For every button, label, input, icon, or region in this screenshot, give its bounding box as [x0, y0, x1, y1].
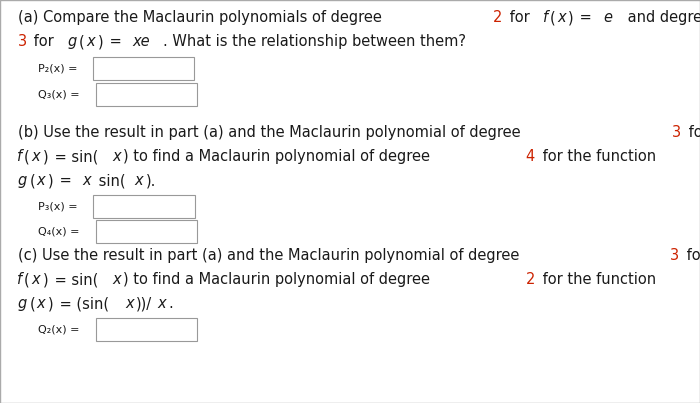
Text: (b) Use the result in part (a) and the Maclaurin polynomial of degree: (b) Use the result in part (a) and the M…	[18, 125, 525, 140]
Text: =: =	[105, 34, 126, 49]
Bar	[96, 83, 197, 106]
Text: =: =	[55, 173, 76, 188]
Text: ): )	[48, 296, 54, 311]
Text: for the function: for the function	[538, 272, 656, 287]
Text: for the function: for the function	[538, 149, 656, 164]
Text: f: f	[543, 10, 548, 25]
Text: for: for	[682, 248, 700, 263]
Text: = (sin(: = (sin(	[55, 296, 109, 311]
Text: f: f	[18, 149, 22, 164]
Text: g: g	[18, 296, 27, 311]
Text: ): )	[43, 272, 48, 287]
Text: (: (	[29, 296, 35, 311]
Text: x: x	[32, 149, 40, 164]
Text: (: (	[24, 149, 30, 164]
Text: sin(: sin(	[94, 173, 125, 188]
Text: x: x	[87, 34, 95, 49]
Text: x: x	[557, 10, 566, 25]
Text: 2: 2	[493, 10, 503, 25]
Text: for: for	[29, 34, 59, 49]
Text: ): )	[98, 34, 104, 49]
Text: ): )	[48, 173, 54, 188]
Text: Q₄(x) =: Q₄(x) =	[38, 227, 80, 237]
Text: (: (	[29, 173, 35, 188]
Text: e: e	[603, 10, 612, 25]
Text: 2: 2	[526, 272, 535, 287]
Text: x: x	[135, 173, 143, 188]
Text: P₃(x) =: P₃(x) =	[38, 202, 78, 211]
Text: = sin(: = sin(	[50, 149, 98, 164]
Text: x: x	[112, 272, 121, 287]
Text: . What is the relationship between them?: . What is the relationship between them?	[163, 34, 466, 49]
Text: 4: 4	[526, 149, 535, 164]
Text: for: for	[684, 125, 700, 140]
Text: =: =	[575, 10, 597, 25]
Text: g: g	[18, 173, 27, 188]
Bar	[95, 220, 197, 243]
Bar	[95, 318, 197, 341]
Text: x: x	[125, 296, 134, 311]
Text: ): )	[43, 149, 48, 164]
Text: g: g	[67, 34, 76, 49]
Text: f: f	[18, 272, 22, 287]
Text: Q₂(x) =: Q₂(x) =	[38, 324, 80, 334]
Text: x: x	[37, 296, 46, 311]
Bar	[93, 195, 195, 218]
Text: x: x	[32, 272, 40, 287]
Text: ): )	[568, 10, 574, 25]
Text: x: x	[37, 173, 46, 188]
Text: ))/: ))/	[136, 296, 153, 311]
Text: (: (	[24, 272, 30, 287]
Text: .: .	[168, 296, 173, 311]
Text: ) to find a Maclaurin polynomial of degree: ) to find a Maclaurin polynomial of degr…	[123, 149, 435, 164]
Text: (: (	[550, 10, 555, 25]
Text: for: for	[505, 10, 535, 25]
Text: xe: xe	[132, 34, 150, 49]
Text: ) to find a Maclaurin polynomial of degree: ) to find a Maclaurin polynomial of degr…	[123, 272, 435, 287]
Bar	[93, 57, 195, 80]
Text: 3: 3	[672, 125, 681, 140]
Text: x: x	[83, 173, 92, 188]
Text: 3: 3	[18, 34, 27, 49]
Text: 3: 3	[671, 248, 680, 263]
Text: (: (	[79, 34, 85, 49]
Text: (a) Compare the Maclaurin polynomials of degree: (a) Compare the Maclaurin polynomials of…	[18, 10, 386, 25]
Text: Q₃(x) =: Q₃(x) =	[38, 90, 80, 100]
Text: and degree: and degree	[623, 10, 700, 25]
Text: x: x	[157, 296, 166, 311]
Text: ).: ).	[146, 173, 156, 188]
Text: x: x	[112, 149, 121, 164]
Text: = sin(: = sin(	[50, 272, 98, 287]
Text: (c) Use the result in part (a) and the Maclaurin polynomial of degree: (c) Use the result in part (a) and the M…	[18, 248, 524, 263]
Text: P₂(x) =: P₂(x) =	[38, 64, 78, 73]
